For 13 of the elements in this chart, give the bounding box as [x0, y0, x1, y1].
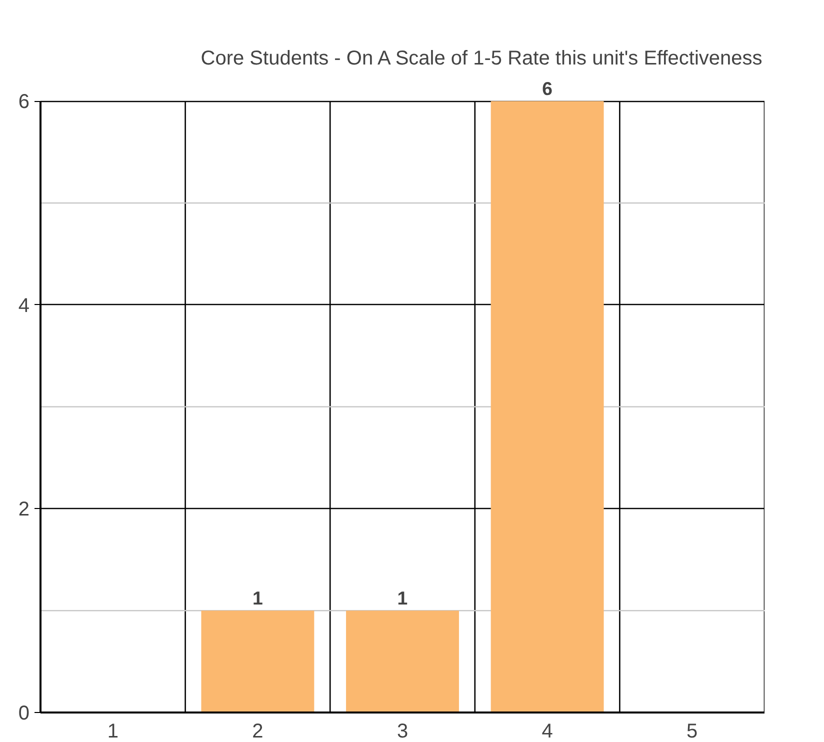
- data-label: 6: [542, 78, 553, 100]
- data-label: 1: [252, 588, 263, 609]
- x-tick-label: 3: [396, 720, 408, 742]
- y-tick-label: 6: [18, 91, 30, 114]
- y-tick-label: 0: [18, 702, 30, 724]
- y-tick-label: 4: [18, 294, 30, 317]
- x-tick-label: 2: [252, 720, 264, 742]
- x-tick-label: 5: [686, 720, 698, 742]
- chart-title: Core Students - On A Scale of 1-5 Rate this unit's Effectiveness: [200, 48, 762, 70]
- data-label: 1: [397, 588, 408, 609]
- x-tick-label: 4: [542, 720, 553, 742]
- y-tick-label: 2: [18, 498, 30, 521]
- x-tick-label: 1: [107, 720, 118, 742]
